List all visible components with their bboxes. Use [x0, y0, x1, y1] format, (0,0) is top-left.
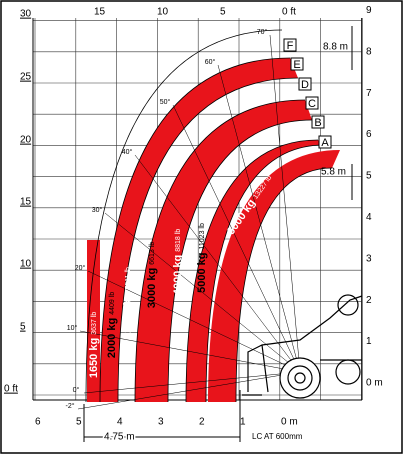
load-chart: 70°60°50°40°30°20°10°0°-2°302520151050 f… — [0, 0, 403, 454]
bottom-axis-label: 2 — [199, 417, 205, 428]
left-axis-label: 20 — [20, 135, 32, 146]
left-axis-label: 5 — [20, 322, 26, 333]
top-axis-label: 5 — [220, 7, 226, 18]
bottom-axis-label: 3 — [158, 417, 164, 428]
left-axis-label: 15 — [20, 197, 32, 208]
right-axis-label: 7 — [366, 88, 372, 99]
right-axis-label: 1 — [366, 336, 372, 347]
load-lb: 4409 lb — [109, 292, 116, 315]
bottom-axis-label: 0 m — [281, 417, 298, 428]
bottom-axis-label: 1 — [240, 417, 246, 428]
top-axis-label: 0 ft — [282, 7, 296, 18]
angle-label: 40° — [122, 148, 133, 156]
angle-label: -2° — [65, 402, 74, 410]
zone-label: A — [321, 137, 329, 149]
angle-label: 0° — [73, 386, 80, 394]
right-axis-label: 9 — [366, 5, 372, 16]
dim-label: 8.8 m — [323, 42, 348, 53]
zone-label: C — [308, 98, 316, 110]
load-kg: 3000 kg — [146, 268, 158, 308]
left-axis-label: 30 — [20, 9, 32, 20]
zone-label: B — [314, 117, 321, 129]
top-axis-label: 10 — [157, 7, 169, 18]
bottom-axis-label: 4 — [117, 417, 123, 428]
angle-label: 20° — [75, 264, 86, 272]
load-lb: 6613 lb — [149, 242, 156, 265]
angle-label: 30° — [92, 206, 103, 214]
load-kg: 2500 kg — [122, 293, 134, 333]
right-axis-label: 5 — [366, 171, 372, 182]
dim-label: 4.75 m — [104, 432, 135, 443]
angle-label: 70° — [257, 28, 268, 36]
load-lb: 11023 lb — [199, 223, 206, 249]
zone-label: D — [301, 79, 309, 91]
load-kg: 1650 kg — [88, 338, 100, 378]
right-axis-label: 6 — [366, 129, 372, 140]
right-axis-label: 3 — [366, 253, 372, 264]
angle-label: 50° — [160, 98, 171, 106]
top-axis-label: 15 — [94, 7, 106, 18]
right-axis-label: 8 — [366, 46, 372, 57]
bottom-axis-label: 6 — [35, 417, 41, 428]
load-lb: 3637 lb — [91, 312, 98, 335]
right-axis-label: 2 — [366, 295, 372, 306]
dim-label: 5.8 m — [321, 167, 346, 178]
left-axis-label: 0 ft — [4, 384, 18, 395]
load-kg: 2000 kg — [106, 318, 118, 358]
load-kg: 4000 kg — [172, 255, 184, 295]
load-lb: 5511 lb — [125, 267, 132, 290]
bottom-axis-label: 5 — [76, 417, 82, 428]
load-lb: 8818 lb — [175, 229, 182, 252]
right-axis-label: 0 m — [366, 378, 383, 389]
zone-label: E — [293, 59, 300, 71]
left-axis-label: 25 — [20, 72, 32, 83]
angle-label: 10° — [67, 324, 78, 332]
zone-label: F — [287, 40, 294, 52]
dim-label: LC AT 600mm — [252, 432, 303, 441]
left-axis-label: 10 — [20, 259, 32, 270]
right-axis-label: 4 — [366, 212, 372, 223]
load-kg: 5000 kg — [196, 252, 208, 292]
angle-label: 60° — [205, 58, 216, 66]
